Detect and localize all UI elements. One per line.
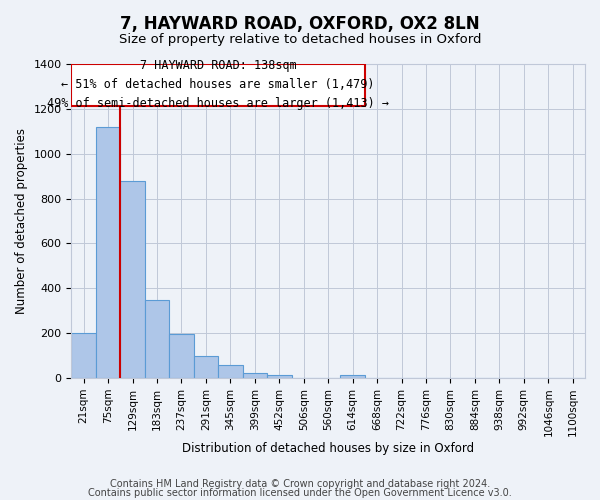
Bar bbox=[267, 374, 292, 378]
Bar bbox=[96, 127, 121, 378]
X-axis label: Distribution of detached houses by size in Oxford: Distribution of detached houses by size … bbox=[182, 442, 474, 455]
Text: 7, HAYWARD ROAD, OXFORD, OX2 8LN: 7, HAYWARD ROAD, OXFORD, OX2 8LN bbox=[120, 15, 480, 33]
Text: Contains public sector information licensed under the Open Government Licence v3: Contains public sector information licen… bbox=[88, 488, 512, 498]
Bar bbox=[218, 365, 242, 378]
Text: Size of property relative to detached houses in Oxford: Size of property relative to detached ho… bbox=[119, 32, 481, 46]
Bar bbox=[121, 180, 145, 378]
Bar bbox=[71, 333, 96, 378]
Bar bbox=[194, 356, 218, 378]
Text: Contains HM Land Registry data © Crown copyright and database right 2024.: Contains HM Land Registry data © Crown c… bbox=[110, 479, 490, 489]
Bar bbox=[242, 373, 267, 378]
Bar bbox=[169, 334, 194, 378]
Bar bbox=[340, 376, 365, 378]
Y-axis label: Number of detached properties: Number of detached properties bbox=[15, 128, 28, 314]
Bar bbox=[145, 300, 169, 378]
FancyBboxPatch shape bbox=[71, 64, 365, 106]
Text: 7 HAYWARD ROAD: 138sqm
← 51% of detached houses are smaller (1,479)
49% of semi-: 7 HAYWARD ROAD: 138sqm ← 51% of detached… bbox=[47, 60, 389, 110]
